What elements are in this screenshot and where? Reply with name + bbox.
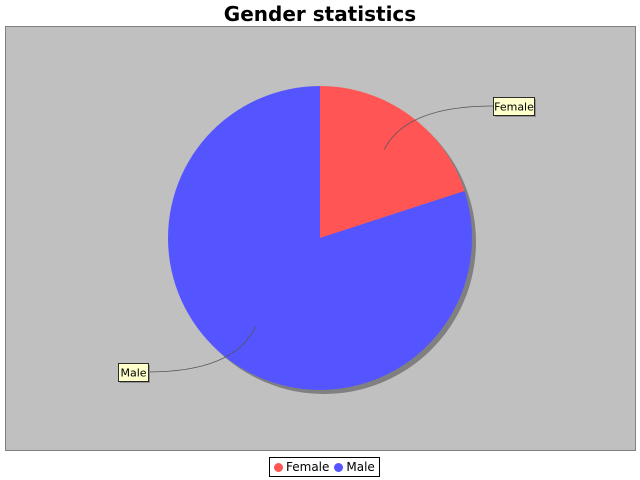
legend-item-female: Female	[274, 460, 329, 474]
legend-swatch-male	[334, 462, 344, 472]
label-box-male	[118, 363, 149, 382]
slice-label-female: Female	[494, 101, 534, 114]
pie-slices	[168, 86, 476, 394]
label-leader-male	[147, 326, 257, 373]
pie-slice-male	[168, 86, 473, 390]
label-leader-female	[383, 105, 494, 150]
legend-label-female: Female	[286, 460, 330, 474]
pie-labels: Female Male	[118, 97, 536, 383]
chart-title: Gender statistics	[223, 2, 417, 26]
legend-swatch-female	[274, 462, 283, 472]
legend-label-male: Male	[346, 460, 375, 474]
slice-label-male: Male	[120, 367, 146, 380]
pie-slice-female	[320, 86, 465, 238]
label-box-female	[493, 97, 535, 116]
legend: Female Male	[269, 457, 380, 477]
legend-item-male: Male	[334, 460, 375, 474]
